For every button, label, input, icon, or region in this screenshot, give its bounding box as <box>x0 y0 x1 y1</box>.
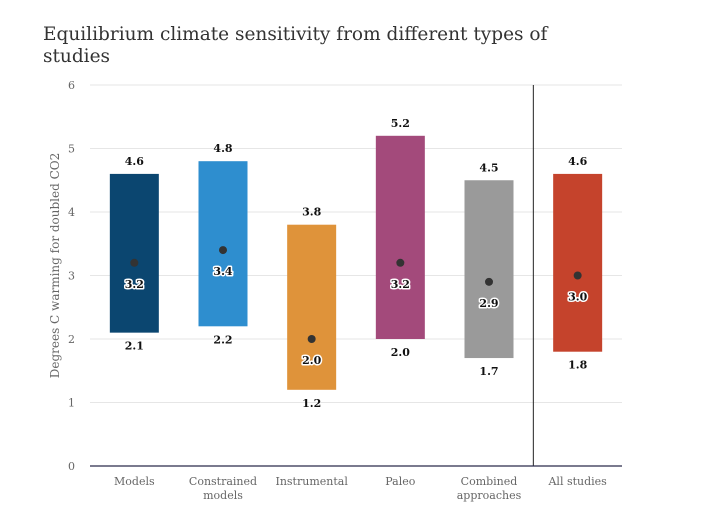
high-value-label: 3.8 <box>302 206 321 219</box>
bar-range <box>553 173 603 352</box>
category-label-line: Paleo <box>385 475 415 488</box>
high-value-label: 5.2 <box>391 117 410 130</box>
median-point <box>485 277 493 286</box>
category-label-line: models <box>203 489 243 502</box>
high-value-label: 4.5 <box>479 161 498 174</box>
bar-range <box>287 224 337 390</box>
low-value-label: 1.7 <box>479 365 498 378</box>
bar-range <box>375 135 425 339</box>
category-label: Paleo <box>385 475 415 488</box>
median-point <box>307 335 316 343</box>
mid-value-label: 3.2 <box>125 278 144 291</box>
y-tick-label: 5 <box>68 143 75 156</box>
category-label-line: Instrumental <box>275 475 348 488</box>
high-value-label: 4.8 <box>213 142 232 155</box>
median-point <box>219 246 227 255</box>
bar-range <box>109 173 159 333</box>
low-value-label: 2.2 <box>213 333 232 346</box>
y-tick-label: 0 <box>68 460 75 473</box>
median-point <box>396 258 405 267</box>
category-label: Models <box>114 475 155 488</box>
mid-value-label: 3.0 <box>568 291 587 304</box>
y-tick-label: 1 <box>68 397 75 410</box>
low-value-label: 2.0 <box>391 346 410 359</box>
y-tick-label: 6 <box>68 79 75 92</box>
y-tick-label: 2 <box>68 333 75 346</box>
median-point <box>573 271 582 280</box>
category-label-line: Models <box>114 475 155 488</box>
category-label-line: All studies <box>547 475 607 488</box>
mid-value-label: 2.9 <box>479 297 498 310</box>
bar-range <box>198 161 248 327</box>
category-label-line: approaches <box>457 489 522 502</box>
mid-value-label: 2.0 <box>302 354 321 367</box>
category-label-line: Combined <box>461 475 518 488</box>
y-tick-label: 4 <box>68 206 75 219</box>
category-label: Combined approaches <box>457 475 522 502</box>
chart-title: Equilibrium climate sensitivity from dif… <box>43 24 548 67</box>
y-tick-label: 3 <box>68 270 75 283</box>
category-label: Constrained models <box>189 475 257 502</box>
category-label: Instrumental <box>275 475 348 488</box>
high-value-label: 4.6 <box>568 155 587 168</box>
low-value-label: 1.8 <box>568 359 587 372</box>
median-point <box>130 258 139 267</box>
low-value-label: 2.1 <box>125 340 144 353</box>
low-value-label: 1.2 <box>302 397 321 410</box>
bar-range <box>464 180 514 359</box>
mid-value-label: 3.2 <box>391 278 410 291</box>
mid-value-label: 3.4 <box>213 265 232 278</box>
category-label-line: Constrained <box>189 475 257 488</box>
high-value-label: 4.6 <box>125 155 144 168</box>
category-label: All studies <box>547 475 607 488</box>
y-axis-label: Degrees C warming for doubled CO2 <box>48 153 62 379</box>
